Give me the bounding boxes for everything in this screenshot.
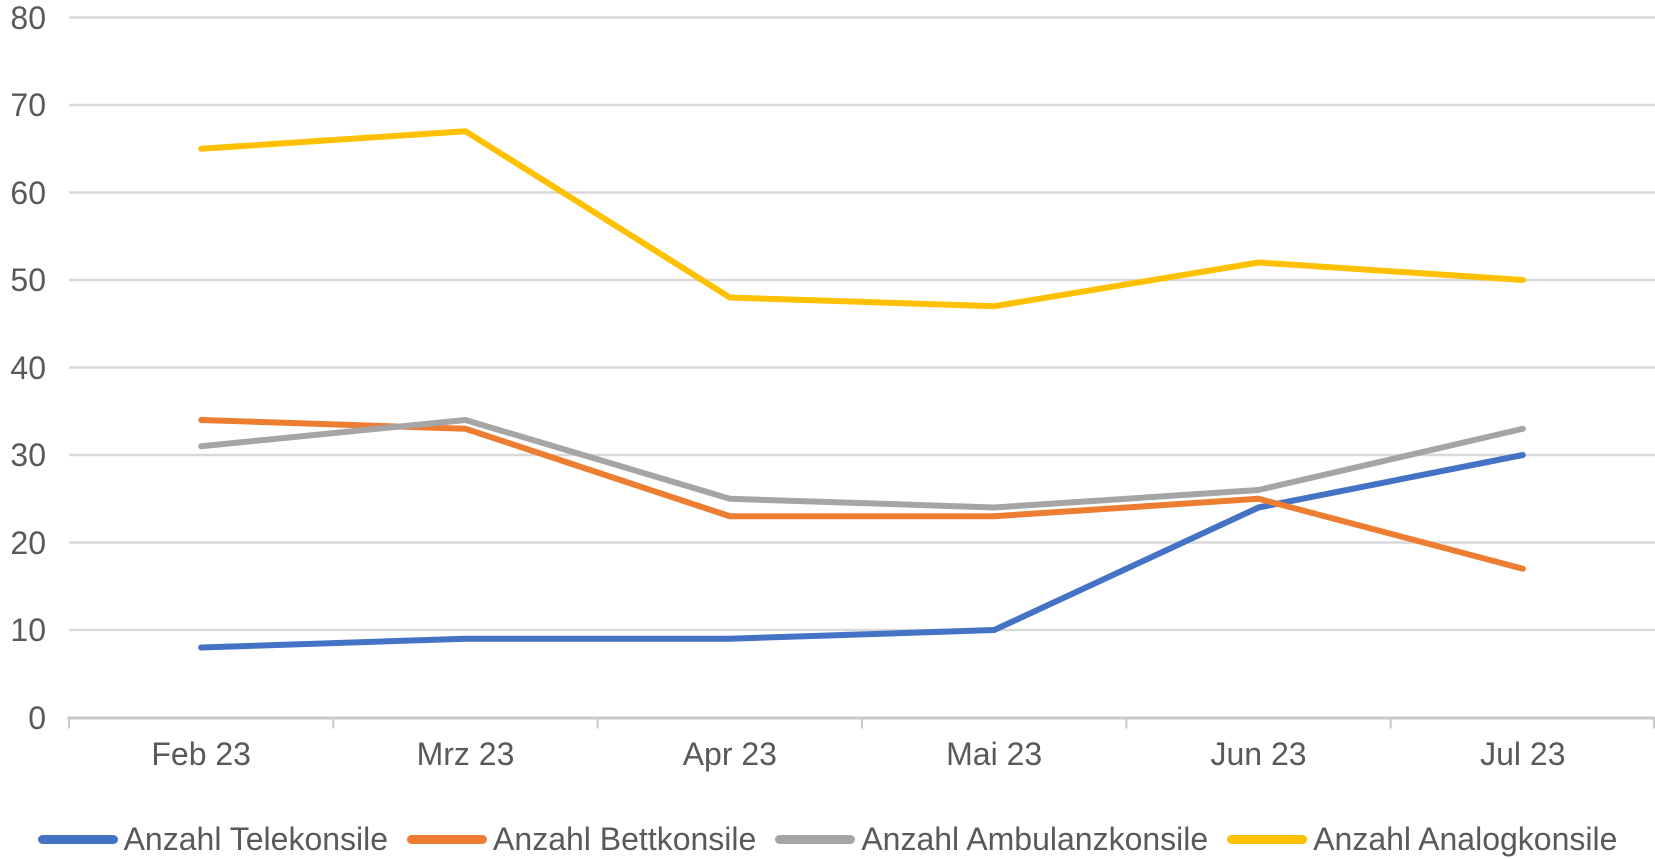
- x-tick-label-0: Feb 23: [151, 736, 251, 772]
- legend-swatch-icon: [407, 834, 488, 844]
- x-tick-label-5: Jul 23: [1480, 736, 1566, 772]
- y-tick-label-40: 40: [10, 349, 46, 386]
- legend: Anzahl Telekonsile Anzahl Bettkonsile Anza…: [0, 819, 1655, 859]
- y-tick-label-70: 70: [10, 87, 46, 123]
- series-line-0: [198, 452, 1526, 651]
- legend-item-1: Anzahl Bettkonsile: [407, 820, 756, 858]
- legend-swatch-icon: [1227, 834, 1308, 844]
- x-tick-label-1: Mrz 23: [416, 736, 515, 772]
- legend-label: Anzahl Ambulanzkonsile: [861, 821, 1209, 857]
- legend-swatch-icon: [775, 834, 856, 844]
- legend-label: Anzahl Telekonsile: [123, 821, 389, 857]
- series-line-3: [198, 128, 1526, 310]
- y-tick-label-20: 20: [10, 524, 46, 561]
- series-line-2: [198, 417, 1526, 511]
- legend-swatch-icon: [37, 834, 118, 844]
- legend-label: Anzahl Analogkonsile: [1313, 821, 1618, 857]
- y-tick-label-30: 30: [10, 437, 46, 473]
- x-tick-label-2: Apr 23: [682, 736, 777, 772]
- legend-label: Anzahl Bettkonsile: [493, 821, 757, 857]
- legend-item-0: Anzahl Telekonsile: [37, 820, 389, 858]
- y-tick-label-10: 10: [10, 612, 46, 648]
- x-tick-label-3: Mai 23: [946, 736, 1043, 772]
- x-tick-label-4: Jun 23: [1210, 736, 1307, 772]
- legend-item-2: Anzahl Ambulanzkonsile: [775, 820, 1208, 858]
- y-tick-label-80: 80: [10, 0, 46, 36]
- y-tick-label-50: 50: [10, 262, 46, 298]
- y-tick-label-0: 0: [28, 699, 46, 736]
- legend-item-3: Anzahl Analogkonsile: [1227, 820, 1617, 858]
- y-tick-label-60: 60: [10, 174, 46, 211]
